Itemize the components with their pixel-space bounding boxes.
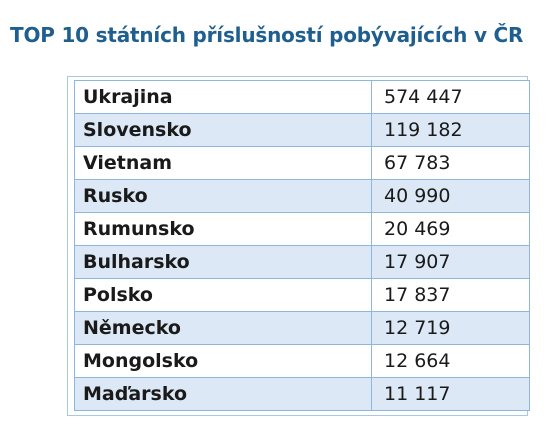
count-cell: 40 990 (371, 179, 530, 213)
country-cell: Rumunsko (74, 212, 372, 246)
page-title: TOP 10 státních příslušností pobývajícíc… (10, 23, 524, 47)
count-cell: 11 117 (371, 377, 530, 411)
nationality-table: Ukrajina 574 447 Slovensko 119 182 Vietn… (74, 80, 530, 411)
count-cell: 12 664 (371, 344, 530, 378)
count-cell: 67 783 (371, 146, 530, 180)
table-row: Ukrajina 574 447 (74, 80, 530, 114)
country-cell: Německo (74, 311, 372, 345)
table-row: Bulharsko 17 907 (74, 245, 530, 279)
country-cell: Maďarsko (74, 377, 372, 411)
table-row: Mongolsko 12 664 (74, 344, 530, 378)
country-cell: Mongolsko (74, 344, 372, 378)
country-cell: Bulharsko (74, 245, 372, 279)
country-cell: Vietnam (74, 146, 372, 180)
table-row: Německo 12 719 (74, 311, 530, 345)
country-cell: Rusko (74, 179, 372, 213)
country-cell: Ukrajina (74, 80, 372, 114)
table-row: Polsko 17 837 (74, 278, 530, 312)
count-cell: 119 182 (371, 113, 530, 147)
table-row: Vietnam 67 783 (74, 146, 530, 180)
country-cell: Polsko (74, 278, 372, 312)
country-cell: Slovensko (74, 113, 372, 147)
table-row: Maďarsko 11 117 (74, 377, 530, 411)
table-row: Rumunsko 20 469 (74, 212, 530, 246)
table-row: Rusko 40 990 (74, 179, 530, 213)
count-cell: 17 837 (371, 278, 530, 312)
count-cell: 12 719 (371, 311, 530, 345)
count-cell: 20 469 (371, 212, 530, 246)
table-row: Slovensko 119 182 (74, 113, 530, 147)
count-cell: 17 907 (371, 245, 530, 279)
count-cell: 574 447 (371, 80, 530, 114)
